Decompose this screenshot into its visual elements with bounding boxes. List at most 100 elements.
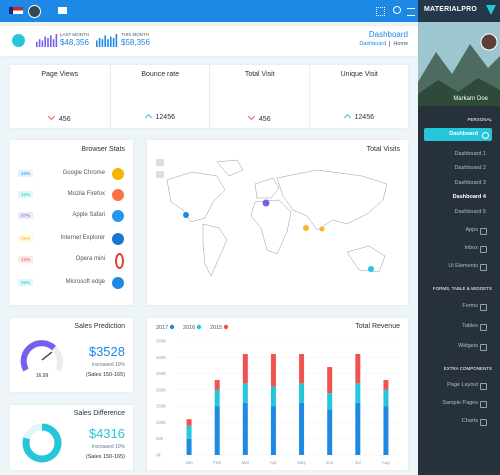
map-marker[interactable] <box>183 212 189 218</box>
profile-avatar[interactable] <box>480 33 498 51</box>
greenland <box>216 159 244 177</box>
profile-name[interactable]: Markarn Doe <box>453 96 488 102</box>
flag-icon[interactable] <box>9 7 23 14</box>
mail-icon[interactable] <box>58 7 67 14</box>
sidebar: MATERIALPRO Markarn Doe PERSONAL Dashboar… <box>418 0 500 475</box>
total-visits-card: Total Visits <box>147 140 408 305</box>
this-month-value: $58,356 <box>121 38 150 47</box>
x-tick-label: Feb <box>213 460 221 465</box>
menu-item[interactable]: Inbox <box>464 244 478 251</box>
spark-bar <box>104 35 106 47</box>
menu-item[interactable]: Page Layout <box>447 381 478 388</box>
submenu-item[interactable]: Dashboard 5 <box>454 208 487 215</box>
menu-item-active[interactable]: Dashboard <box>449 130 478 137</box>
menu-item[interactable]: Apps <box>465 226 478 233</box>
avatar-icon[interactable] <box>28 5 41 18</box>
y-tick-label: 150k <box>156 404 167 409</box>
browser-name: Apple Safari <box>72 212 105 218</box>
sales-difference-card: Sales Difference $4316 Increased 10% (Sa… <box>10 405 133 470</box>
x-tick-label: Apr <box>270 460 278 465</box>
map-marker[interactable] <box>303 225 309 231</box>
y-tick-label: 50k <box>156 436 164 441</box>
search-icon[interactable] <box>393 6 401 14</box>
donut <box>22 423 62 463</box>
bar-segment <box>299 354 305 384</box>
menu-item[interactable]: Widgets <box>458 342 478 349</box>
legend-label: 2015 <box>210 325 222 331</box>
brand: MATERIALPRO <box>424 6 478 13</box>
zoom-in[interactable] <box>156 159 164 166</box>
menu-icon <box>480 263 487 271</box>
menu-icon[interactable] <box>407 8 415 16</box>
x-tick-label: Jul <box>355 460 361 465</box>
menu-item[interactable]: Tables <box>462 322 478 329</box>
header-icon[interactable] <box>12 34 25 47</box>
menu-item[interactable]: Forms <box>462 302 478 309</box>
africa <box>250 199 292 255</box>
stat-value-row: 12456 <box>111 113 211 122</box>
bar-segment <box>327 367 333 394</box>
map-marker[interactable] <box>319 226 325 232</box>
y-tick-label: 200k <box>156 387 167 392</box>
spark-bar <box>112 37 115 47</box>
percent-badge: 23% <box>18 256 34 263</box>
menu-item[interactable]: Charts <box>461 417 478 424</box>
submenu-item[interactable]: Dashboard 4 <box>452 193 486 200</box>
map-marker[interactable] <box>262 199 270 207</box>
map-marker[interactable] <box>368 266 374 272</box>
note: Increased 10% <box>91 362 125 368</box>
bar-segment <box>186 425 192 439</box>
y-tick-label: 100k <box>156 420 167 425</box>
page-title: Dashboard <box>368 30 408 39</box>
bar-segment <box>327 393 333 410</box>
bar-segment <box>383 406 389 455</box>
zoom-out[interactable] <box>156 171 164 178</box>
bar-segment <box>383 380 389 390</box>
spark-bar <box>52 39 55 47</box>
menu-item[interactable]: Ui Elements <box>448 262 478 269</box>
page-header: LAST MONTH $48,356 THIS MONTH $58,356 Da… <box>0 26 418 56</box>
menu-icon <box>480 382 487 390</box>
profile-banner <box>418 22 500 106</box>
x-tick-label: Mar <box>241 460 249 465</box>
legend-label: 2016 <box>183 325 195 331</box>
card-title: Browser Stats <box>81 146 125 153</box>
stat-cell: Unique Visit 12456 <box>308 65 410 128</box>
y-tick-label: 250k <box>156 371 167 376</box>
menu-icon <box>480 227 487 235</box>
card-title: Sales Prediction <box>74 323 125 330</box>
menu-icon <box>480 400 487 408</box>
spark-bar <box>41 40 44 47</box>
legend-dot <box>223 324 229 330</box>
percent-badge: 15% <box>18 191 34 198</box>
spark-bar <box>98 37 101 47</box>
menu-icon <box>480 418 487 426</box>
hills <box>418 78 500 106</box>
stat-value: 12456 <box>354 114 374 121</box>
browser-icon <box>112 168 124 180</box>
bar-segment <box>186 438 192 455</box>
spark-bar <box>55 34 58 47</box>
bar-segment <box>355 402 361 455</box>
gauge-label: 16.99 <box>36 373 49 379</box>
menu-icon <box>480 343 487 351</box>
active-menu-bg <box>424 128 492 141</box>
breadcrumb-link[interactable]: Dashboard <box>359 41 387 47</box>
stat-title: Page Views <box>41 71 79 78</box>
sidebar-footer <box>418 466 500 475</box>
this-month-sparkbars <box>96 34 118 47</box>
submenu-item[interactable]: Dashboard 1 <box>454 150 487 157</box>
australia <box>346 245 386 273</box>
x-tick-label: May <box>297 460 306 465</box>
menu-item[interactable]: Sample Pages <box>442 399 478 406</box>
grid-icon[interactable] <box>376 7 385 16</box>
submenu-item[interactable]: Dashboard 2 <box>454 164 487 171</box>
trend-arrow <box>247 112 255 121</box>
bar-segment <box>214 389 220 407</box>
card-title: Sales Difference <box>73 410 125 417</box>
stat-cell: Bounce rate 12456 <box>109 65 211 128</box>
spark-bar <box>107 39 109 47</box>
range: (Sales 150-165) <box>85 372 125 378</box>
browser-icon <box>112 233 124 245</box>
submenu-item[interactable]: Dashboard 3 <box>454 179 487 186</box>
